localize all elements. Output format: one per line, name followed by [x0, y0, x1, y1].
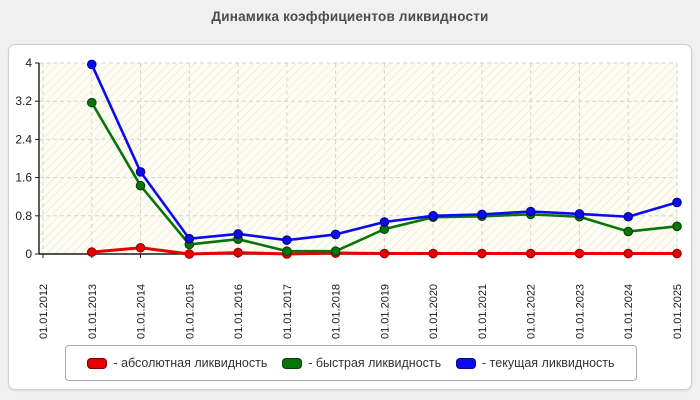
- x-tick-label: 01.01.2016: [233, 284, 245, 339]
- x-tick-label: 01.01.2022: [526, 284, 538, 339]
- y-tick-label: 4: [25, 56, 32, 70]
- chart-legend: - абсолютная ликвидность - быстрая ликви…: [65, 345, 637, 381]
- data-point-marker-series-2: [233, 229, 243, 239]
- page-title: Динамика коэффициентов ликвидности: [211, 9, 489, 24]
- x-tick-label: 01.01.2015: [184, 284, 196, 339]
- x-tick-label: 01.01.2025: [672, 284, 684, 339]
- x-tick-label: 01.01.2018: [331, 284, 343, 339]
- data-point-marker-series-2: [428, 211, 438, 221]
- legend-item-absolute-liquidity: - абсолютная ликвидность: [87, 356, 267, 370]
- data-point-marker-series-2: [525, 206, 536, 217]
- data-point-marker-series-1: [282, 246, 292, 256]
- legend-swatch-red: [87, 357, 108, 369]
- data-point-marker-series-1: [135, 180, 146, 191]
- x-tick-label: 01.01.2021: [477, 284, 489, 339]
- legend-swatch-blue: [456, 357, 477, 369]
- x-tick-label: 01.01.2014: [136, 284, 148, 339]
- y-tick-label: 1.6: [15, 171, 32, 185]
- data-point-marker-series-0: [672, 248, 682, 259]
- data-point-marker-series-1: [672, 221, 682, 232]
- legend-label: - текущая ликвидность: [482, 356, 615, 370]
- x-tick-label: 01.01.2013: [87, 284, 99, 339]
- data-point-marker-series-0: [379, 248, 390, 259]
- data-point-marker-series-2: [623, 211, 634, 222]
- x-tick-label: 01.01.2020: [428, 284, 440, 339]
- data-point-marker-series-0: [233, 247, 243, 258]
- y-tick-label: 3.2: [15, 94, 32, 108]
- legend-label: - абсолютная ликвидность: [113, 356, 268, 370]
- data-point-marker-series-2: [86, 59, 97, 70]
- data-point-marker-series-2: [379, 217, 390, 227]
- data-point-marker-series-0: [184, 249, 195, 259]
- x-tick-label: 01.01.2017: [282, 284, 294, 339]
- data-point-marker-series-2: [672, 197, 682, 208]
- legend-label: - быстрая ликвидность: [308, 356, 442, 370]
- x-tick-label: 01.01.2019: [379, 284, 391, 339]
- data-point-marker-series-0: [574, 248, 585, 259]
- x-tick-label: 01.01.2012: [38, 284, 50, 339]
- x-tick-label: 01.01.2024: [623, 284, 635, 339]
- x-tick-label: 01.01.2023: [574, 284, 586, 339]
- data-point-marker-series-1: [86, 97, 97, 108]
- chart-panel: 01.01.2012 01.01.2013 01.01.2014 01.01.2015…: [8, 44, 692, 390]
- data-point-marker-series-2: [282, 235, 292, 245]
- data-point-marker-series-2: [330, 229, 341, 240]
- data-point-marker-series-0: [477, 248, 487, 259]
- legend-item-current-liquidity: - текущая ликвидность: [456, 356, 615, 370]
- y-tick-label: 0.8: [15, 209, 32, 223]
- data-point-marker-series-0: [525, 248, 536, 259]
- data-point-marker-series-1: [330, 246, 341, 256]
- data-point-marker-series-2: [184, 233, 195, 244]
- chart-canvas: 01.01.2012 01.01.2013 01.01.2014 01.01.2015…: [15, 56, 684, 339]
- legend-item-quick-liquidity: - быстрая ликвидность: [282, 356, 441, 370]
- data-point-marker-series-0: [135, 242, 146, 253]
- y-tick-label: 2.4: [15, 132, 32, 146]
- data-point-marker-series-2: [477, 209, 487, 220]
- data-point-marker-series-0: [86, 247, 97, 257]
- plot-area: [39, 63, 677, 254]
- data-point-marker-series-2: [135, 167, 146, 177]
- data-point-marker-series-1: [623, 226, 634, 237]
- data-point-marker-series-0: [623, 248, 634, 259]
- data-point-marker-series-2: [574, 209, 585, 219]
- data-point-marker-series-0: [428, 248, 438, 259]
- y-tick-label: 0: [25, 247, 32, 261]
- legend-swatch-green: [282, 357, 303, 369]
